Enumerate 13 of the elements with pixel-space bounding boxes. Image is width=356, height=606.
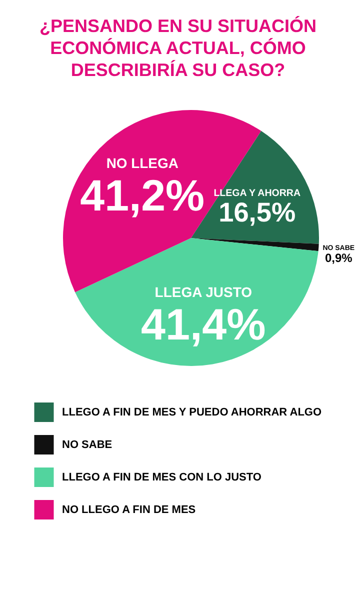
legend-label: NO LLEGO A FIN DE MES (62, 504, 196, 516)
data-label: 41,2% (80, 171, 205, 220)
text: NO LLEGA (106, 154, 178, 171)
legend-label: LLEGO A FIN DE MES CON LO JUSTO (62, 471, 262, 484)
pie-slice (75, 238, 318, 366)
data-label: 0,9% (324, 250, 353, 265)
chart-title: ¿PENSANDO EN SU SITUACIÓN ECONÓMICA ACTUAL, CÓMO DESCRIBIRÍA SU CASO? (39, 16, 317, 80)
data-label: 16,5% (218, 196, 296, 228)
pie-slice (191, 238, 319, 252)
legend-label: LLEGO A FIN DE MES Y PUEDO AHORRAR ALGO (62, 406, 322, 418)
text: LLEGA JUSTO (154, 284, 252, 300)
legend-label: NO SABE (62, 438, 112, 451)
data-label: 41,4% (141, 300, 266, 350)
